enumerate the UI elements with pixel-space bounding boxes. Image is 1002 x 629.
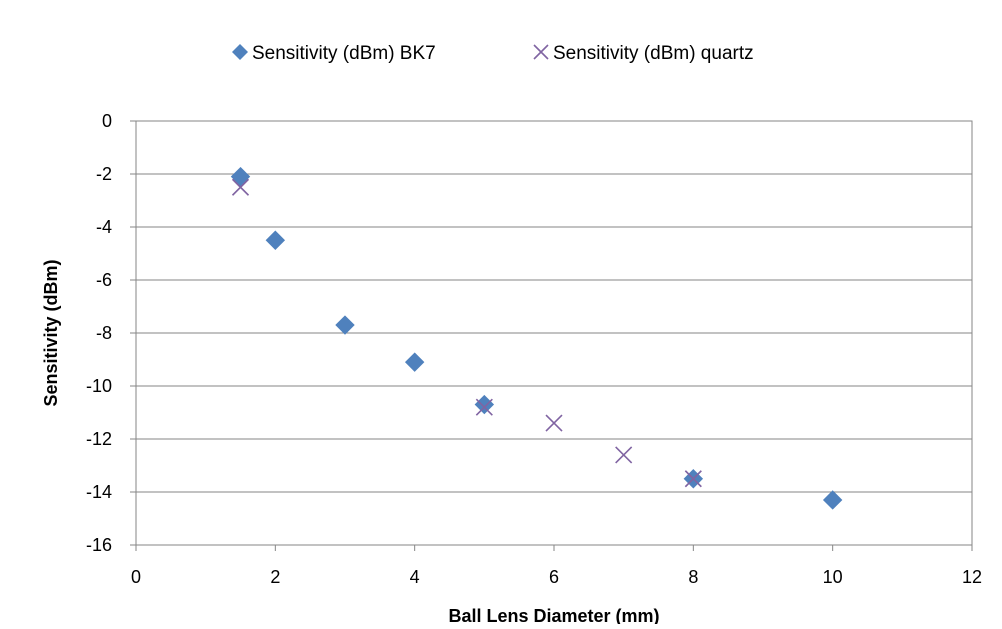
legend-item-quartz: Sensitivity (dBm) quartz <box>533 43 754 64</box>
x-tick-label: 4 <box>410 567 420 587</box>
gridlines <box>136 173 972 493</box>
x-axis-tick-labels: 0 2 4 6 8 10 12 <box>131 567 982 587</box>
x-tick-label: 10 <box>823 567 843 587</box>
data-point-cross <box>684 470 702 488</box>
data-point-cross <box>475 398 493 416</box>
y-tick-label: -12 <box>86 429 112 449</box>
data-point-cross <box>231 178 250 196</box>
data-point-diamond <box>404 352 425 372</box>
x-tick-label: 2 <box>270 567 280 587</box>
legend-item-bk7: Sensitivity (dBm) BK7 <box>232 43 436 64</box>
legend-label-quartz: Sensitivity (dBm) quartz <box>553 43 754 64</box>
y-axis-tick-labels: 0 -2 -4 -6 -8 -10 -12 -14 -16 <box>86 111 112 555</box>
series-bk7 <box>230 166 843 510</box>
y-tick-label: -2 <box>96 164 112 184</box>
y-tick-label: -4 <box>96 217 112 237</box>
data-point-diamond <box>474 394 495 415</box>
y-tick-label: -6 <box>96 270 112 290</box>
legend-label-bk7: Sensitivity (dBm) BK7 <box>252 43 436 64</box>
data-point-diamond <box>335 315 355 335</box>
data-point-diamond <box>230 166 251 187</box>
y-tick-label: 0 <box>102 111 112 131</box>
data-point-cross <box>615 446 633 464</box>
x-tick-label: 6 <box>549 567 559 587</box>
y-tick-label: -8 <box>96 323 112 343</box>
legend-diamond-icon <box>232 44 248 60</box>
x-tick-label: 12 <box>962 567 982 587</box>
legend-x-icon <box>533 44 549 60</box>
data-point-cross <box>545 414 563 432</box>
y-tick-label: -14 <box>86 482 112 502</box>
data-point-diamond <box>265 230 286 250</box>
x-axis-title: Ball Lens Diameter (mm) <box>448 606 659 624</box>
data-series <box>230 166 843 510</box>
series-quartz <box>231 178 702 488</box>
x-tick-label: 8 <box>688 567 698 587</box>
tick-marks <box>130 120 973 551</box>
legend: Sensitivity (dBm) BK7 Sensitivity (dBm) … <box>232 43 754 64</box>
data-point-diamond <box>822 490 843 510</box>
y-tick-label: -10 <box>86 376 112 396</box>
y-tick-label: -16 <box>86 535 112 555</box>
x-tick-label: 0 <box>131 567 141 587</box>
y-axis-title: Sensitivity (dBm) <box>41 259 61 406</box>
